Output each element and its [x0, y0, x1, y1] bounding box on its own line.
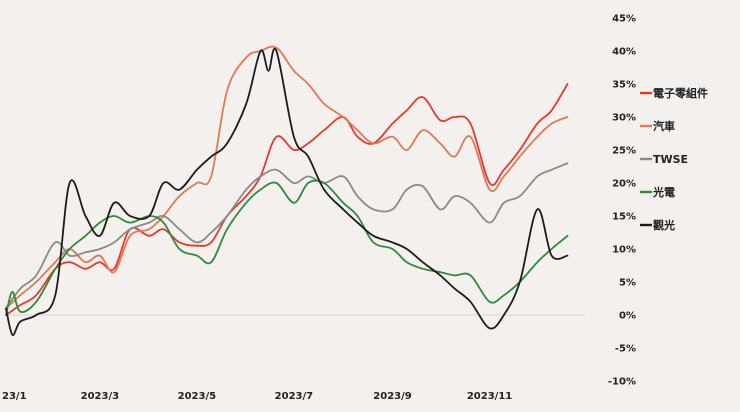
y-tick-label: 35% — [612, 80, 636, 91]
legend-label: 電子零組件 — [653, 86, 708, 100]
y-tick-label: 5% — [619, 278, 636, 289]
series-line-1 — [5, 45, 569, 310]
legend-label: 光電 — [652, 185, 675, 199]
y-tick-label: 30% — [612, 113, 636, 124]
series-layer — [5, 45, 569, 336]
y-tick-label: 40% — [612, 47, 636, 58]
series-line-2 — [5, 162, 569, 310]
y-tick-label: 15% — [612, 212, 636, 223]
y-axis: -10% -5% 0% 5% 10% 15% 20% 25% 30% 35% 40% 45% — [608, 14, 636, 388]
x-tick-label: 2023/11 — [467, 391, 512, 402]
y-tick-label: -10% — [608, 377, 636, 388]
x-tick-label: 2023/7 — [275, 391, 313, 402]
y-tick-label: 10% — [612, 245, 636, 256]
y-tick-label: 20% — [612, 179, 636, 190]
x-tick-label: 2023/5 — [178, 391, 216, 402]
legend-label: 觀光 — [653, 218, 675, 232]
x-tick-label: 2023/3 — [81, 391, 119, 402]
x-tick-label: 23/1 — [2, 391, 27, 402]
y-tick-label: 25% — [612, 146, 636, 157]
legend-label: TWSE — [653, 153, 688, 166]
x-axis: 23/1 2023/3 2023/5 2023/7 2023/9 2023/11 — [2, 391, 512, 402]
x-tick-label: 2023/9 — [373, 391, 411, 402]
series-line-4 — [5, 47, 569, 336]
series-line-0 — [5, 83, 569, 316]
series-line-3 — [5, 179, 569, 316]
y-tick-label: 0% — [619, 311, 636, 322]
y-tick-label: 45% — [612, 14, 636, 25]
y-tick-label: -5% — [615, 344, 636, 355]
legend-label: 汽車 — [653, 119, 675, 133]
